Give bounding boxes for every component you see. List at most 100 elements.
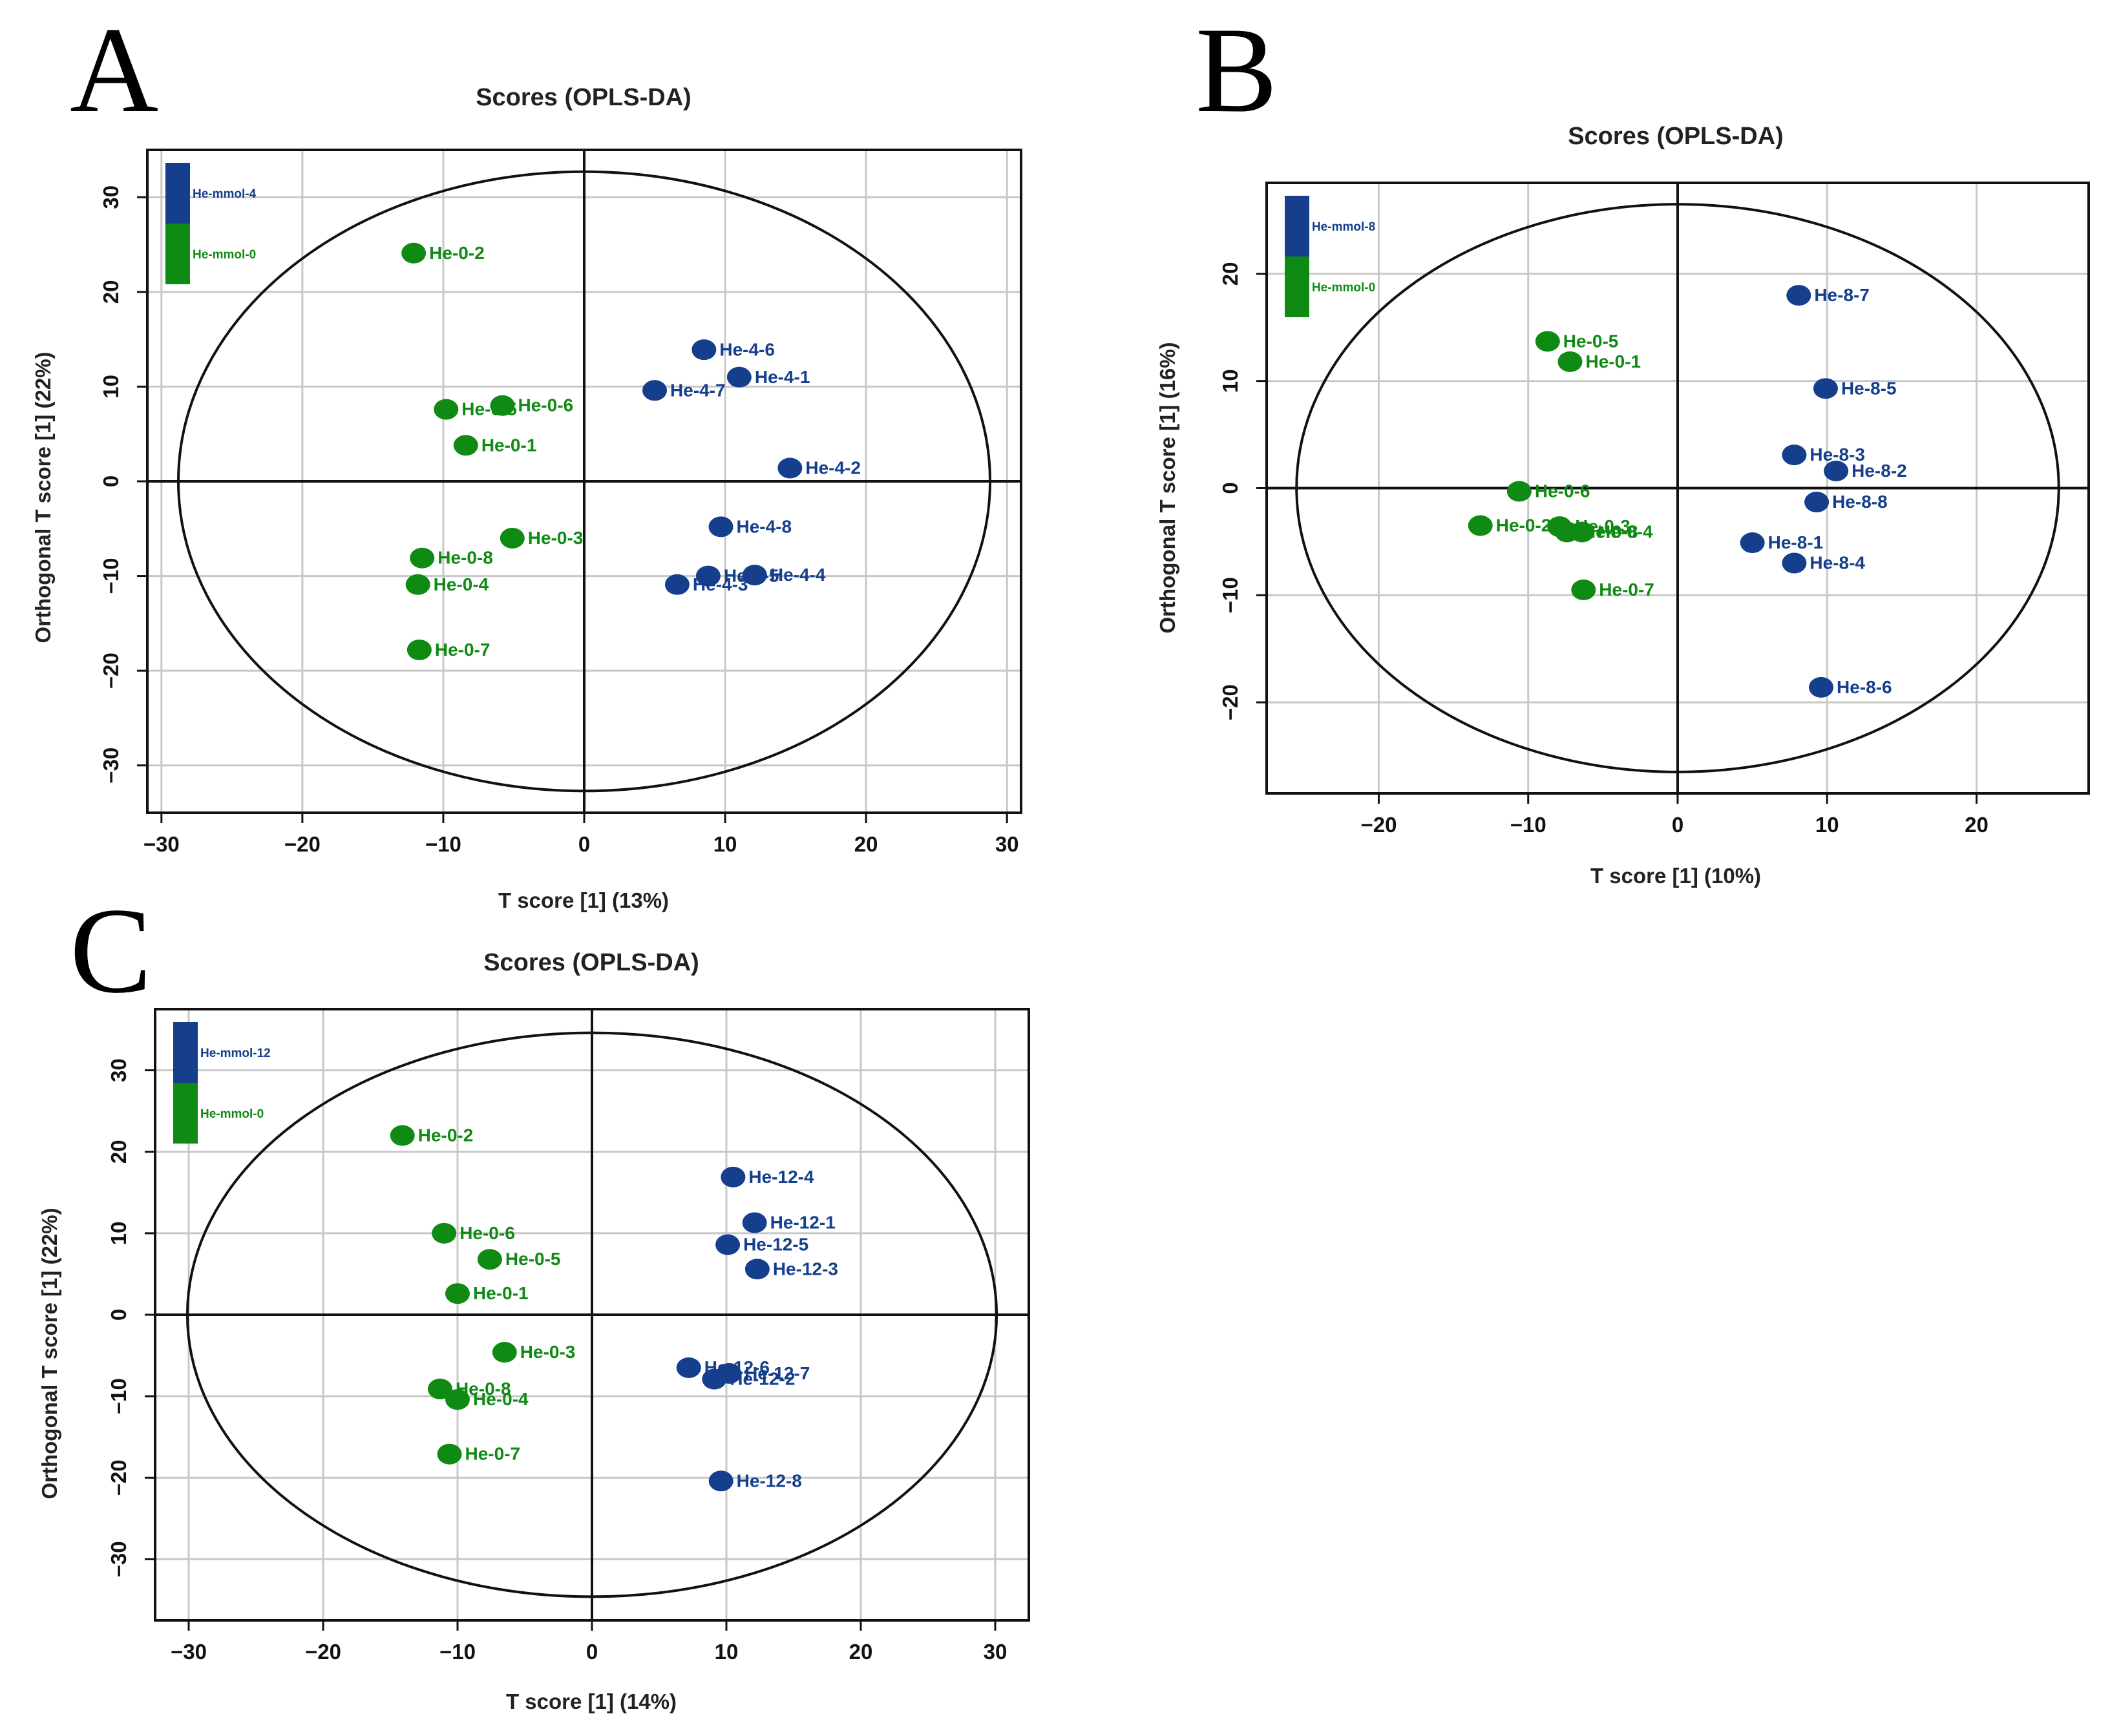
data-point-a [642, 380, 668, 401]
data-point-b [1824, 460, 1849, 481]
data-point-a [490, 395, 515, 416]
data-point-a [434, 399, 459, 420]
data-label-a: He-4-1 [755, 367, 810, 387]
legend-label-c-1: He-mmol-12 [200, 1047, 271, 1060]
data-point-c [492, 1342, 517, 1363]
data-point-a [777, 457, 803, 479]
panel-letter-c: C [70, 883, 152, 1019]
x-tick-label-a: 20 [854, 832, 878, 856]
data-label-b: He-8-8 [1832, 492, 1888, 512]
y-tick-label-b: 0 [1218, 482, 1242, 494]
x-tick-label-c: 10 [715, 1640, 739, 1664]
data-label-c: He-12-5 [743, 1235, 808, 1255]
y-tick-label-a: 0 [99, 476, 123, 487]
data-label-a: He-0-1 [481, 435, 537, 455]
legend-swatch-a-1 [165, 163, 190, 224]
data-point-b [1569, 521, 1594, 543]
chart-title-c: Scores (OPLS-DA) [483, 949, 699, 976]
data-label-c: He-12-4 [748, 1167, 814, 1187]
data-point-a [695, 565, 721, 587]
y-tick-label-b: 10 [1218, 369, 1242, 393]
data-point-b [1813, 378, 1838, 399]
y-tick-label-c: 20 [107, 1140, 131, 1164]
data-label-b: He-8-5 [1841, 378, 1897, 398]
data-point-a [405, 574, 430, 595]
data-point-c [676, 1357, 701, 1378]
x-tick-label-c: 30 [984, 1640, 1008, 1664]
data-point-b [1468, 515, 1493, 536]
data-label-c: He-12-1 [770, 1212, 836, 1232]
data-point-c [445, 1283, 470, 1304]
y-axis-label-a: Orthogonal T score [1] (22%) [31, 351, 55, 643]
y-axis-label-c: Orthogonal T score [1] (22%) [37, 1208, 61, 1499]
y-tick-label-c: −20 [107, 1459, 131, 1496]
data-point-c [708, 1470, 733, 1492]
data-label-b: He-0-6 [1535, 481, 1590, 501]
data-point-a [410, 547, 435, 569]
legend-label-c-2: He-mmol-0 [200, 1107, 264, 1121]
data-label-b: He-0-5 [1563, 331, 1619, 351]
x-tick-label-a: −30 [143, 832, 180, 856]
data-label-c: He-0-2 [418, 1125, 474, 1145]
legend-label-a-2: He-mmol-0 [193, 248, 256, 262]
x-tick-label-c: −20 [305, 1640, 341, 1664]
data-point-c [427, 1378, 452, 1399]
legend-label-b-2: He-mmol-0 [1312, 281, 1375, 295]
data-label-c: He-0-7 [465, 1444, 521, 1464]
plot-area-c: −30 −20 −10 0 10 20 30 −30 −20 −10 0 10 20 30 He-mmol-… [107, 1008, 1030, 1664]
y-tick-label-c: 30 [107, 1058, 131, 1082]
y-tick-label-c: −10 [107, 1378, 131, 1414]
data-point-a [453, 435, 478, 456]
y-tick-label-a: −20 [99, 653, 123, 689]
x-tick-label-b: 0 [1672, 813, 1683, 837]
y-tick-label-a: 20 [99, 280, 123, 304]
data-label-a: He-4-7 [670, 380, 726, 400]
confidence-ellipse-a [176, 170, 992, 793]
x-tick-label-c: 20 [849, 1640, 873, 1664]
x-tick-label-a: −10 [425, 832, 461, 856]
data-label-a: He-0-2 [429, 243, 485, 263]
data-point-c [432, 1222, 457, 1244]
data-label-c: He-0-3 [520, 1342, 576, 1362]
data-point-a [406, 639, 432, 660]
panel-letter-a: A [70, 3, 158, 138]
data-label-a: He-0-4 [434, 574, 489, 594]
x-axis-label-c: T score [1] (14%) [506, 1689, 677, 1713]
data-label-b: He-8-2 [1852, 461, 1907, 481]
x-tick-label-c: −30 [171, 1640, 207, 1664]
y-tick-label-b: −10 [1218, 577, 1242, 613]
x-tick-label-a: 30 [995, 832, 1019, 856]
y-tick-label-a: 30 [99, 185, 123, 209]
chart-title-a: Scores (OPLS-DA) [476, 84, 691, 111]
data-label-c: He-12-2 [730, 1369, 795, 1389]
data-point-b [1571, 580, 1596, 600]
data-point-b [1740, 532, 1765, 554]
data-point-c [721, 1166, 746, 1187]
data-point-b [1782, 552, 1807, 574]
plot-area-a: −30 −20 −10 0 10 20 30 −30 −20 −10 0 10 20 30 He-mmol-… [99, 149, 1022, 856]
data-point-c [702, 1368, 727, 1390]
x-tick-label-b: 10 [1815, 813, 1839, 837]
data-point-c [715, 1234, 741, 1255]
x-tick-label-c: 0 [586, 1640, 598, 1664]
legend-swatch-b-2 [1285, 256, 1309, 317]
x-tick-label-a: 10 [713, 832, 737, 856]
data-label-b: He-8-1 [1768, 532, 1824, 552]
data-label-c: He-12-7 [744, 1363, 810, 1383]
x-axis-label-b: T score [1] (10%) [1590, 864, 1761, 888]
confidence-ellipse-b [1295, 203, 2060, 773]
data-point-a [664, 574, 690, 595]
y-tick-label-c: −30 [107, 1541, 131, 1577]
data-label-a: He-0-8 [438, 548, 493, 568]
data-point-a [742, 565, 767, 586]
data-point-b [1804, 492, 1830, 513]
data-point-c [445, 1389, 470, 1410]
x-tick-label-a: 0 [578, 832, 590, 856]
panel-b: B Scores (OPLS-DA) T score [1] (10%) Ort… [1155, 3, 2090, 888]
panel-letter-b: B [1196, 3, 1278, 138]
data-point-a [691, 339, 717, 361]
data-point-b [1782, 444, 1807, 466]
data-point-c [477, 1249, 502, 1270]
data-point-c [742, 1212, 767, 1233]
